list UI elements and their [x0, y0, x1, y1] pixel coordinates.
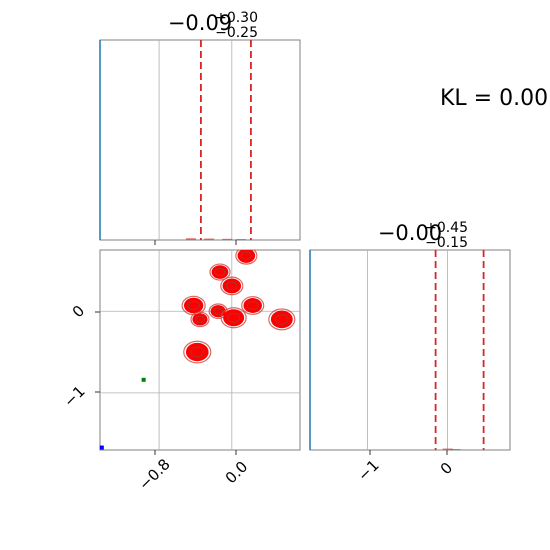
joint-density-inner-contour: [195, 315, 205, 324]
joint-sample-point: [141, 377, 146, 382]
marginal-1-histogram-bar: [235, 239, 246, 240]
marginal-2-title-minus: −0.15: [425, 235, 468, 251]
marginal-2-title: −0.00: [378, 221, 442, 245]
joint-density-blob: [223, 309, 245, 327]
marginal-2-histogram-bar: [450, 449, 461, 450]
marginal-panel-1: −0.09 +0.30 −0.25: [99, 10, 301, 245]
marginal-1-histogram-bar: [185, 238, 196, 240]
joint-density-inner-contour: [213, 307, 224, 315]
joint-density-inner-contour: [227, 312, 241, 323]
joint-x-tick-label: 0.0: [222, 458, 252, 488]
joint-density-contour: [268, 308, 296, 331]
joint-density-blob: [211, 265, 229, 279]
joint-density-inner-contour: [246, 301, 259, 310]
joint-y-tick-label: −1: [60, 382, 88, 410]
joint-density-blob: [192, 313, 208, 326]
marginal-2-x-tick-label: −1: [354, 456, 382, 484]
joint-density-contour: [183, 340, 212, 364]
joint-density-contour: [220, 276, 244, 296]
joint-density-blob: [183, 297, 204, 314]
joint-density-blob: [222, 278, 242, 294]
joint-density-contour: [235, 250, 258, 265]
marginal-1-frame: [99, 39, 301, 241]
joint-density-blob: [243, 298, 262, 313]
joint-density-inner-contour: [240, 251, 252, 260]
joint-sample-point: [99, 445, 104, 450]
joint-density-inner-contour: [275, 314, 289, 325]
marginal-1-title-plus: +0.30: [215, 10, 258, 26]
kl-annotation: KL = 0.00: [440, 86, 549, 111]
joint-density-blob: [270, 310, 293, 329]
joint-density-contour: [209, 263, 231, 281]
joint-x-tick-label: −0.8: [135, 455, 173, 493]
marginal-2-x-tick-label: 0: [437, 459, 456, 478]
joint-density-inner-contour: [226, 281, 238, 291]
marginal-1-title: −0.09: [168, 11, 232, 35]
joint-density-contour: [220, 307, 247, 329]
marginal-1-histogram-bar: [204, 238, 215, 240]
joint-density-inner-contour: [190, 346, 205, 358]
joint-panel: −0.8 0.0 0 −1: [60, 249, 301, 494]
joint-density-inner-contour: [214, 267, 226, 277]
marginal-panel-2: −1 0 −0.00 +0.45 −0.15: [309, 220, 511, 485]
joint-density-contour: [241, 296, 265, 315]
marginal-2-frame: [309, 249, 511, 451]
marginal-1-histogram-bar: [222, 238, 233, 240]
joint-density-inner-contour: [187, 300, 200, 311]
joint-density-contour: [190, 311, 210, 328]
marginal-1-title-minus: −0.25: [215, 25, 258, 41]
joint-density-blob: [185, 342, 209, 362]
joint-density-blob: [237, 250, 256, 263]
marginal-2-title-plus: +0.45: [425, 220, 468, 236]
marginal-2-histogram-bar: [442, 448, 453, 450]
joint-y-tick-label: 0: [69, 302, 88, 321]
